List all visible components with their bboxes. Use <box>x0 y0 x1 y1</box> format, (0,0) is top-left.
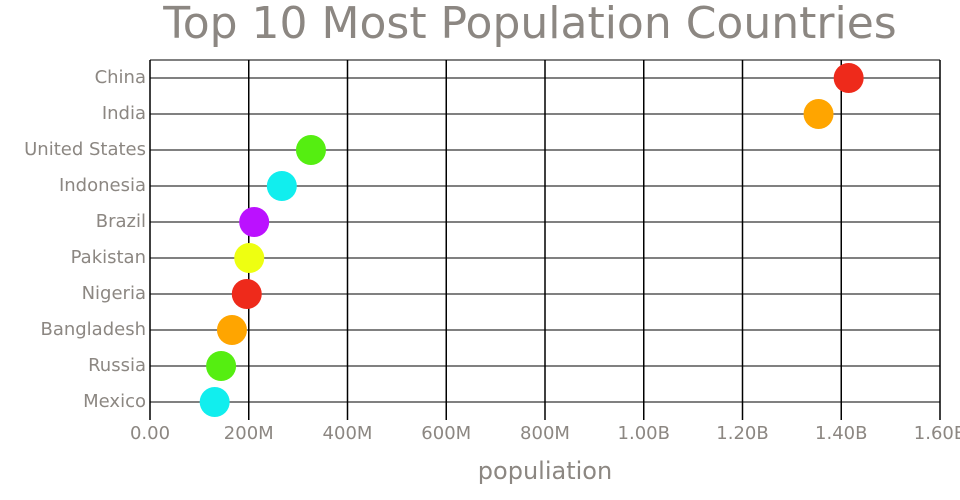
data-point[interactable] <box>239 207 270 237</box>
y-tick-label: United States <box>24 139 146 160</box>
data-point[interactable] <box>231 279 262 309</box>
y-tick-label: Bangladesh <box>40 319 146 340</box>
y-tick-label: Pakistan <box>71 247 146 268</box>
y-tick-label: Russia <box>88 355 146 376</box>
x-tick-label: 800M <box>520 423 570 444</box>
chart-title: Top 10 Most Population Countries <box>163 0 897 49</box>
y-tick-label: Nigeria <box>82 283 146 304</box>
data-point[interactable] <box>803 99 834 129</box>
y-tick-label: China <box>95 67 146 88</box>
data-point[interactable] <box>216 315 247 345</box>
x-tick-label: 1.40B <box>815 423 867 444</box>
x-tick-label: 200M <box>224 423 274 444</box>
y-tick-label: Brazil <box>96 211 146 232</box>
data-point[interactable] <box>206 351 237 381</box>
y-tick-label: Indonesia <box>59 175 146 196</box>
data-point[interactable] <box>234 243 265 273</box>
data-point[interactable] <box>833 63 864 93</box>
x-tick-label: 600M <box>421 423 471 444</box>
data-point[interactable] <box>199 387 230 417</box>
data-point[interactable] <box>295 135 326 165</box>
x-tick-label: 0.00 <box>130 423 170 444</box>
data-point[interactable] <box>266 171 297 201</box>
y-tick-label: Mexico <box>83 391 146 412</box>
x-tick-label: 1.20B <box>716 423 768 444</box>
x-tick-label: 1.00B <box>618 423 670 444</box>
x-axis-label: populiation <box>478 457 612 485</box>
y-tick-label: India <box>102 103 146 124</box>
x-tick-label: 1.60B <box>914 423 960 444</box>
x-tick-label: 400M <box>323 423 373 444</box>
